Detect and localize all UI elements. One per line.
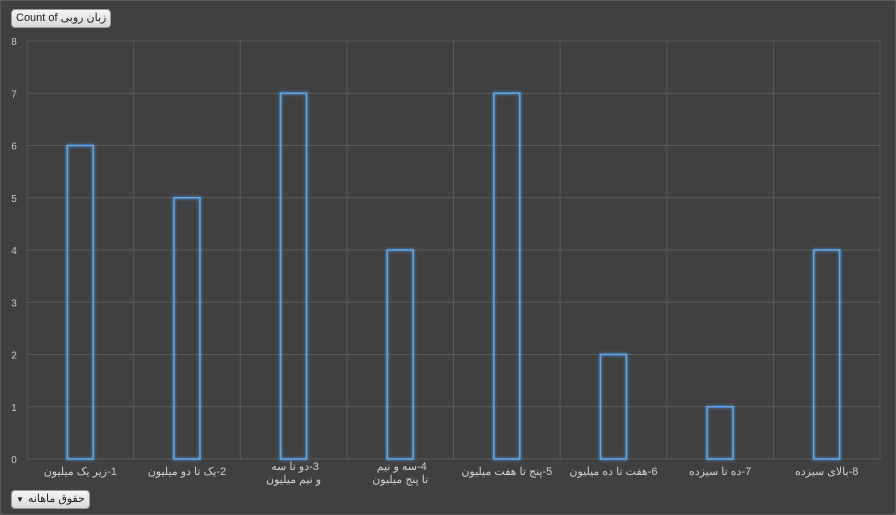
x-tick-label: 2-یک تا دو میلیون xyxy=(148,466,226,478)
axis-field-label: حقوق ماهانه xyxy=(27,493,85,505)
y-tick-label: 4 xyxy=(11,246,17,257)
dropdown-arrow-icon: ▼ xyxy=(16,495,24,504)
y-tick-label: 8 xyxy=(11,37,17,48)
x-tick-label: 3-دو تا سه و نیم میلیون xyxy=(266,461,321,486)
bar xyxy=(706,406,734,460)
bar xyxy=(812,249,841,460)
x-tick-label-line: تا پنج میلیون xyxy=(372,474,428,486)
y-tick-label: 0 xyxy=(11,455,17,466)
bar xyxy=(279,92,308,460)
x-tick-label: 5-پنج تا هفت میلیون xyxy=(461,466,552,478)
x-tick-label: 1-زیر یک میلیون xyxy=(44,466,117,478)
x-tick-label: 6-هفت تا ده میلیون xyxy=(569,466,657,478)
y-tick-label: 5 xyxy=(11,194,17,205)
axis-field-button[interactable]: ▼ حقوق ماهانه xyxy=(11,490,90,509)
x-tick-label: 4-سه و نیم تا پنج میلیون xyxy=(372,461,428,486)
bar xyxy=(66,144,95,460)
x-tick-label-line: 3-دو تا سه xyxy=(268,461,319,473)
bar xyxy=(493,92,521,460)
x-tick-label-line: 4-سه و نیم xyxy=(374,461,427,473)
bar xyxy=(599,353,628,460)
bar xyxy=(386,249,414,460)
y-tick-label: 2 xyxy=(11,351,17,362)
x-tick-label-line: و نیم میلیون xyxy=(266,474,321,486)
y-tick-label: 1 xyxy=(11,403,17,414)
y-tick-label: 6 xyxy=(11,142,17,153)
y-tick-label: 3 xyxy=(11,298,17,309)
x-tick-label: 8-بالای سیزده xyxy=(795,466,858,478)
bar xyxy=(173,197,201,460)
y-tick-label: 7 xyxy=(11,89,17,100)
value-field-button[interactable]: Count of زبان روبی xyxy=(11,9,112,28)
x-tick-label: 7-ده تا سیزده xyxy=(689,466,751,478)
